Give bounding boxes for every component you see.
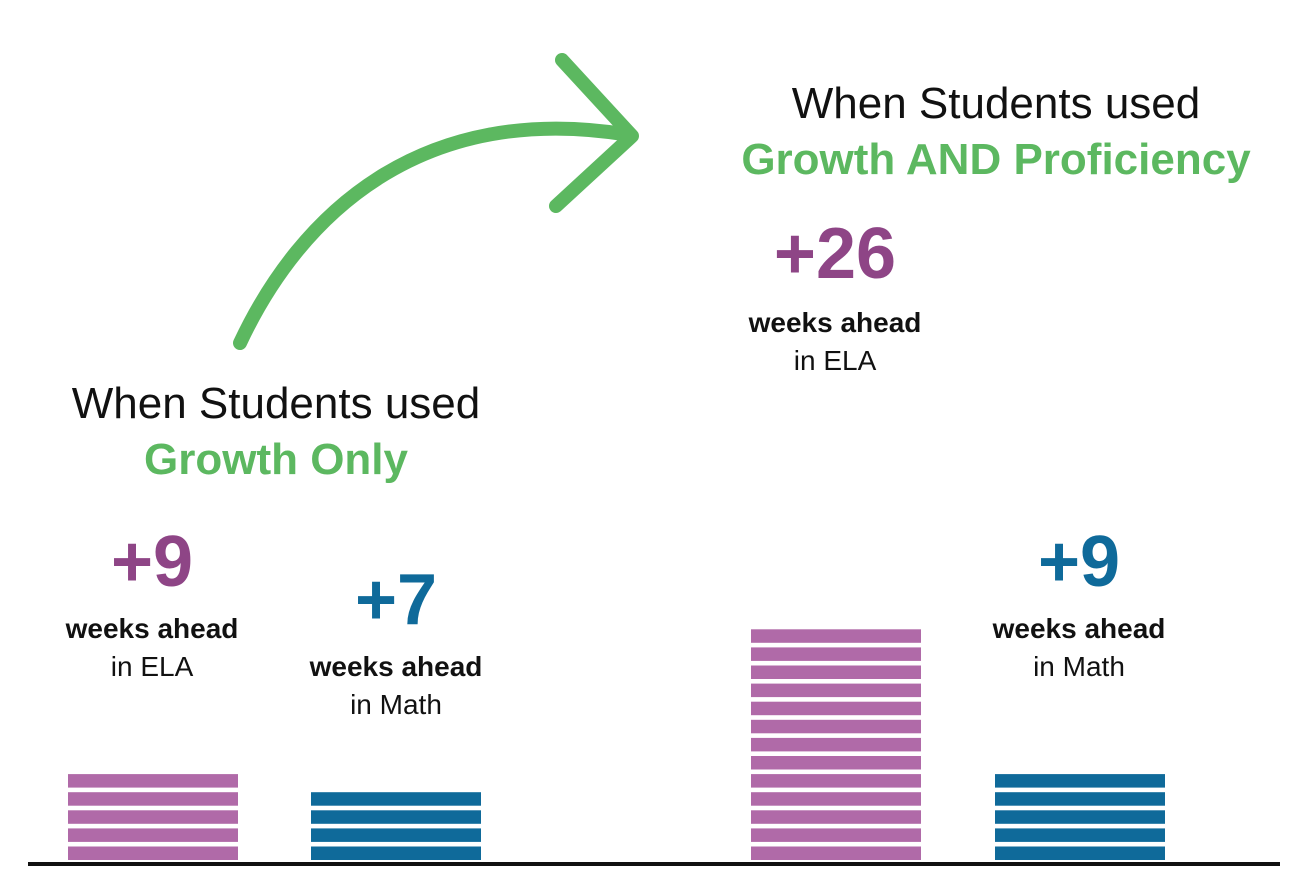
bar-stripe-proficiency-math	[995, 792, 1165, 806]
bar-stripe-proficiency-ela	[751, 683, 921, 698]
bar-stripe-proficiency-ela	[751, 828, 921, 842]
bar-stripe-proficiency-ela	[751, 846, 921, 860]
bar-stripe-proficiency-ela	[751, 756, 921, 770]
unit-label-proficiency-math: weeks ahead	[992, 613, 1166, 644]
bar-stripe-growth-ela	[68, 846, 238, 860]
bar-stripe-proficiency-ela	[751, 665, 921, 679]
bar-stripe-proficiency-ela	[751, 647, 921, 661]
unit-label-growth-ela: weeks ahead	[65, 613, 239, 644]
group-1-subtitle: Growth Only	[144, 435, 409, 484]
bar-stripe-growth-ela	[68, 828, 238, 842]
value-label-proficiency-ela: +26	[774, 214, 896, 294]
subject-label-proficiency-ela: in ELA	[794, 345, 877, 376]
bar-stripe-proficiency-math	[995, 810, 1165, 824]
bar-stripe-proficiency-math	[995, 828, 1165, 842]
bar-stripe-proficiency-ela	[751, 629, 921, 643]
group-2-title: When Students used	[792, 79, 1200, 128]
bar-stripe-proficiency-ela	[751, 701, 921, 716]
bar-stripe-growth-math	[311, 792, 481, 806]
unit-label-proficiency-ela: weeks ahead	[748, 307, 922, 338]
bar-stripe-proficiency-ela	[751, 810, 921, 824]
bar-stripe-proficiency-ela	[751, 737, 921, 752]
arrow-head	[549, 53, 639, 213]
subject-label-growth-ela: in ELA	[111, 651, 194, 682]
bar-stripe-proficiency-ela	[751, 719, 921, 734]
group-2-subtitle: Growth AND Proficiency	[741, 135, 1251, 184]
bar-stripe-proficiency-math	[995, 846, 1165, 860]
bars-layer	[68, 629, 1165, 860]
value-label-growth-math: +7	[355, 560, 437, 640]
subject-label-proficiency-math: in Math	[1033, 651, 1125, 682]
value-label-growth-ela: +9	[111, 522, 193, 602]
unit-label-growth-math: weeks ahead	[309, 651, 483, 682]
bar-stripe-proficiency-ela	[751, 792, 921, 806]
arrow-curve	[233, 121, 637, 350]
bar-stripe-proficiency-ela	[751, 774, 921, 788]
bar-stripe-growth-math	[311, 846, 481, 860]
subject-label-growth-math: in Math	[350, 689, 442, 720]
group-1-title: When Students used	[72, 379, 480, 428]
bar-stripe-growth-math	[311, 828, 481, 842]
bar-stripe-proficiency-math	[995, 774, 1165, 788]
arrow-icon	[233, 53, 639, 350]
value-label-proficiency-math: +9	[1038, 522, 1120, 602]
bar-stripe-growth-ela	[68, 774, 238, 788]
bar-stripe-growth-ela	[68, 792, 238, 806]
bar-stripe-growth-ela	[68, 810, 238, 824]
bar-stripe-growth-math	[311, 810, 481, 824]
